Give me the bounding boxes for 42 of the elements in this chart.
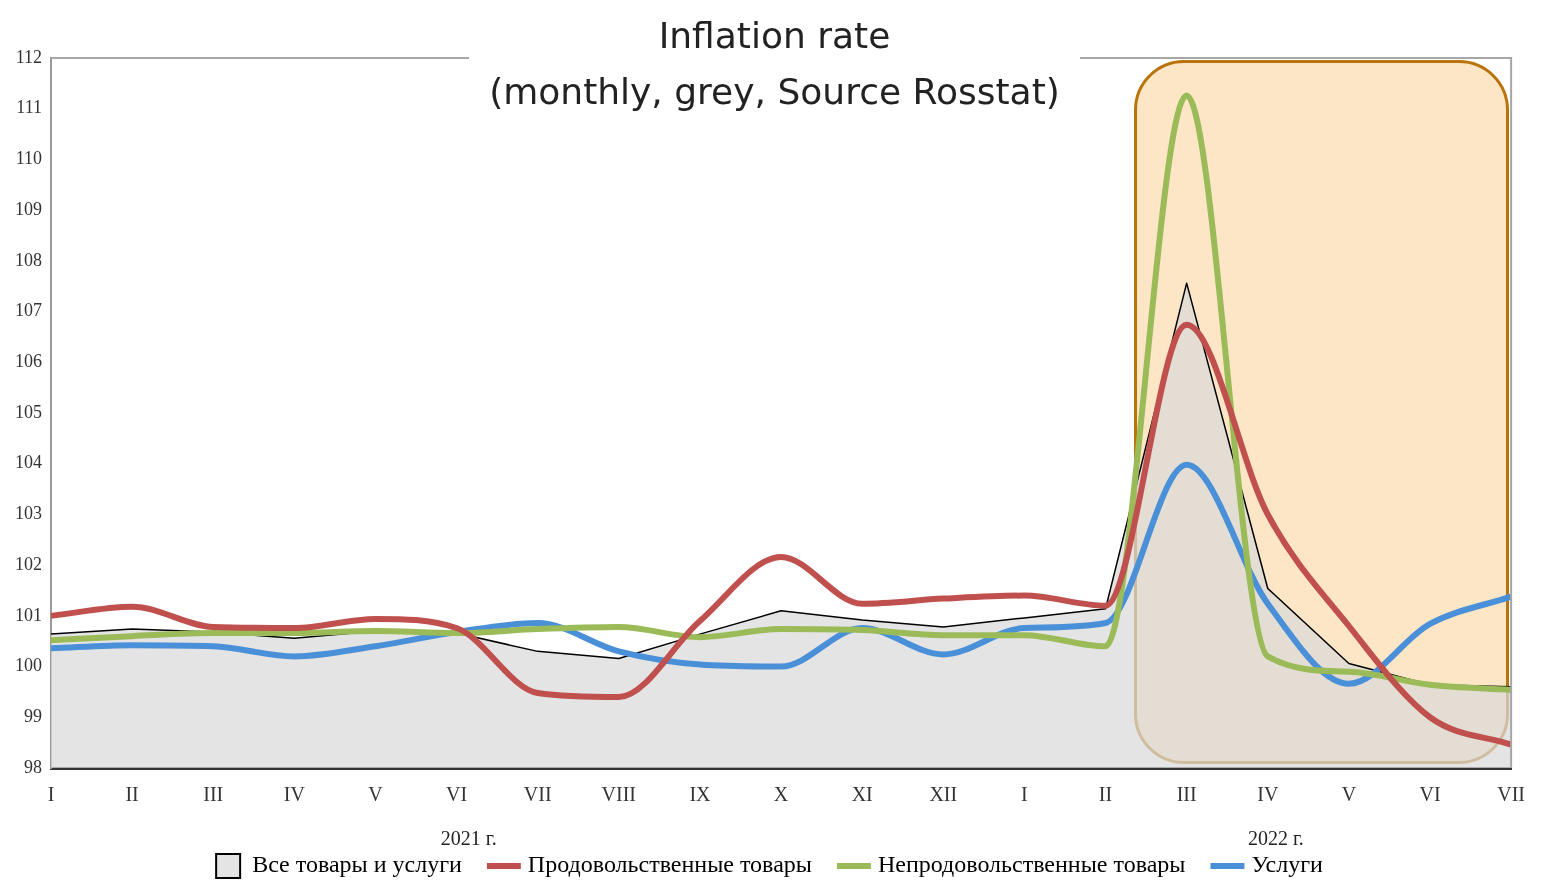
x-tick-label: VII — [1497, 783, 1525, 806]
y-tick-label: 100 — [15, 655, 42, 676]
x-tick-label: V — [368, 783, 384, 806]
x-tick-label: I — [47, 783, 55, 806]
y-tick-label: 101 — [15, 604, 42, 625]
y-tick-label: 99 — [24, 706, 42, 727]
x-tick-label: II — [1098, 783, 1113, 806]
x-tick-label: VIII — [601, 783, 637, 806]
y-tick-label: 107 — [15, 300, 42, 321]
y-tick-label: 106 — [15, 351, 42, 372]
x-tick-label: IV — [283, 783, 306, 806]
legend-label: Услуги — [1251, 851, 1324, 878]
x-tick-label: I — [1021, 783, 1028, 806]
y-tick-label: 104 — [15, 452, 42, 473]
chart-subtitle: (monthly, grey, Source Rosstat) — [489, 70, 1060, 114]
y-tick-label: 98 — [24, 756, 42, 777]
x-tick-label: V — [1341, 783, 1357, 806]
x-tick-label: III — [1176, 783, 1197, 806]
y-tick-label: 103 — [15, 503, 42, 524]
x-tick-label: VII — [523, 783, 552, 806]
x-tick-label: XI — [851, 783, 873, 806]
y-tick-label: 102 — [15, 553, 42, 574]
y-tick-label: 108 — [15, 249, 42, 270]
text: 2022 г. — [1247, 827, 1304, 850]
legend-label: Непродовольственные товары — [877, 851, 1186, 878]
x-tick-label: VI — [1419, 783, 1441, 806]
x-tick-label: IX — [689, 783, 712, 806]
y-tick-label: 110 — [15, 148, 42, 169]
x-tick-label: III — [203, 783, 224, 806]
y-tick-label: 109 — [15, 198, 42, 219]
legend-label: Все товары и услуги — [252, 851, 463, 878]
x-tick-label: XII — [929, 783, 958, 806]
legend-label: Продовольственные товары — [527, 851, 812, 878]
y-tick-label: 112 — [15, 46, 42, 67]
text: 2021 г. — [440, 827, 497, 850]
y-tick-label: 105 — [15, 401, 42, 422]
x-tick-label: VI — [446, 783, 468, 806]
x-tick-label: II — [125, 783, 139, 806]
x-tick-label: X — [773, 783, 789, 806]
x-tick-label: IV — [1257, 783, 1279, 806]
y-tick-label: 111 — [16, 97, 42, 118]
chart-title: Inflation rate — [657, 14, 892, 58]
